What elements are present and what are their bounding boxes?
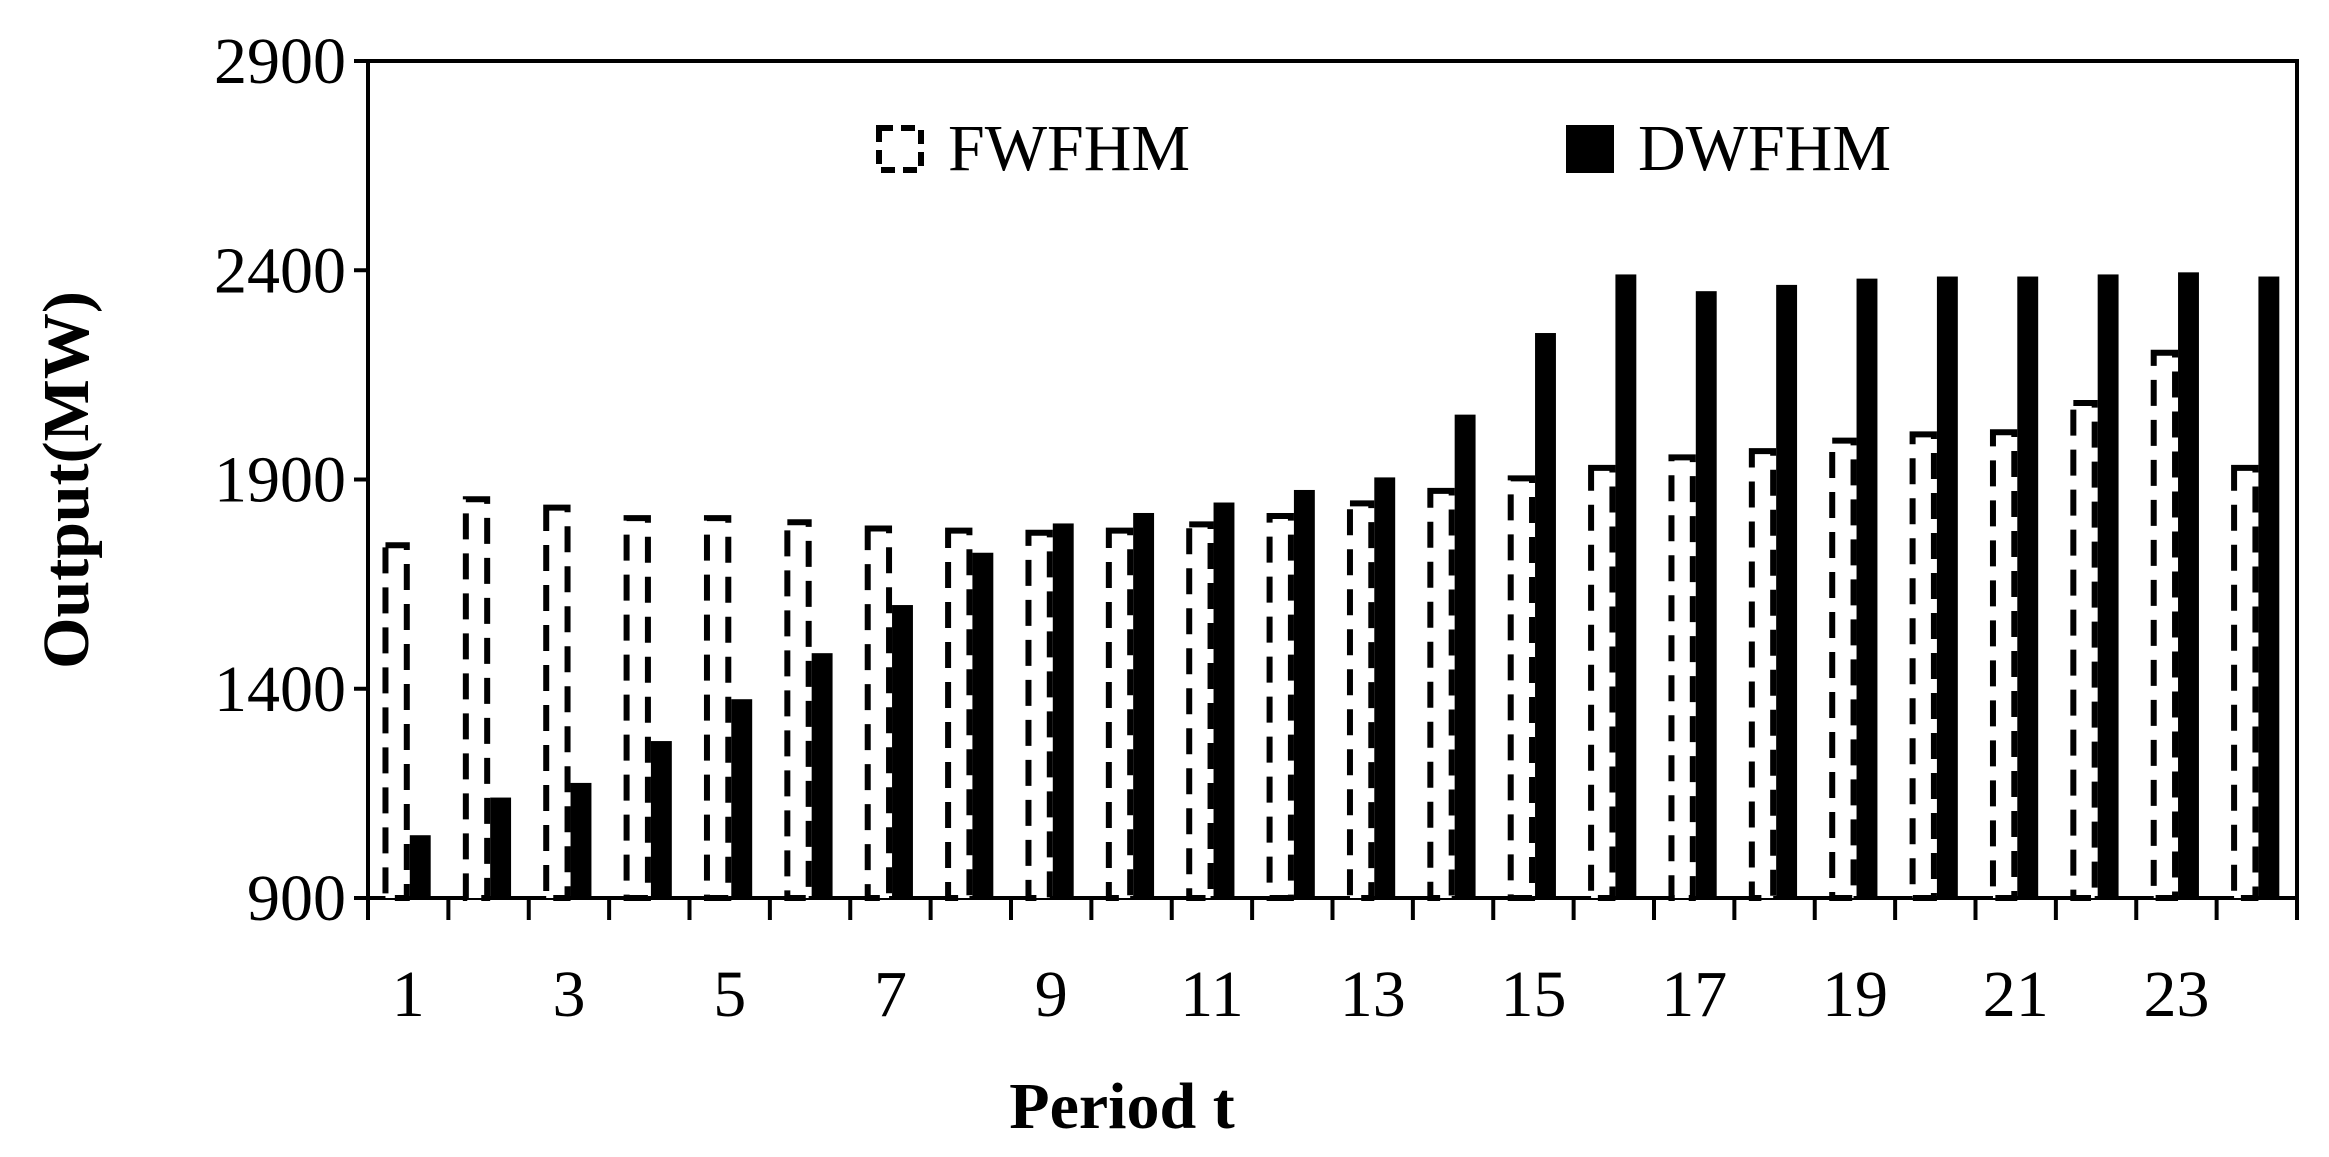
x-tick-label: 21 [1983, 958, 2049, 1031]
legend-label: FWFHM [948, 112, 1190, 185]
bar [623, 515, 651, 901]
bar [382, 542, 410, 902]
x-tick-label: 13 [1340, 958, 1406, 1031]
bar [1936, 276, 1958, 899]
y-tick-label: 2900 [214, 25, 346, 98]
y-tick-label: 1900 [214, 444, 346, 517]
bar [1535, 333, 1556, 898]
bar [543, 504, 571, 901]
bar [2258, 276, 2280, 899]
x-tick-label: 3 [552, 958, 585, 1031]
bar [2150, 349, 2179, 901]
bar [1025, 529, 1053, 901]
bar [945, 527, 973, 901]
bar [1856, 278, 1878, 898]
bar [1989, 429, 2018, 901]
bar [570, 782, 592, 898]
bar [1507, 475, 1536, 901]
bar [1588, 464, 1616, 901]
bar [409, 835, 431, 898]
bar [1052, 523, 1074, 898]
bar [1133, 512, 1155, 898]
x-tick-label: 1 [392, 958, 425, 1031]
bar [1427, 487, 1455, 901]
bar [1615, 274, 1637, 898]
bar [1776, 284, 1798, 899]
bar [1668, 454, 1696, 901]
bar [1454, 414, 1476, 898]
y-tick-label: 2400 [214, 234, 346, 307]
bar [784, 519, 812, 901]
y-tick-label: 900 [247, 862, 346, 935]
x-tick-label: 9 [1035, 958, 1068, 1031]
bar [1105, 527, 1134, 901]
legend-label: DWFHM [1638, 112, 1891, 185]
x-tick-label: 17 [1661, 958, 1727, 1031]
bar [1829, 437, 1857, 901]
bar [1748, 448, 1777, 901]
bar [731, 699, 753, 898]
bar [2231, 464, 2259, 901]
legend-swatch [876, 125, 924, 173]
x-axis-label: Period t [1009, 1070, 1234, 1143]
bar [1213, 502, 1235, 898]
bar [1909, 431, 1937, 901]
bar [1374, 477, 1396, 898]
bar [1266, 512, 1294, 901]
bar [462, 496, 491, 901]
x-tick-label: 19 [1822, 958, 1888, 1031]
bar [972, 552, 994, 898]
bar [892, 605, 913, 898]
bar [1346, 500, 1375, 901]
bar [811, 653, 833, 898]
bar [490, 797, 512, 898]
legend-swatch [1566, 125, 1614, 173]
bar [2070, 399, 2098, 901]
x-tick-label: 7 [874, 958, 907, 1031]
bar [650, 741, 672, 898]
x-tick-label: 5 [713, 958, 746, 1031]
bar [2178, 272, 2199, 898]
bar [1186, 521, 1214, 901]
x-tick-label: 15 [1500, 958, 1566, 1031]
bar [1293, 489, 1315, 898]
bar [2017, 276, 2039, 899]
y-axis-label: Output(MW) [30, 291, 103, 669]
x-tick-label: 11 [1180, 958, 1244, 1031]
bar [2097, 274, 2119, 898]
y-tick-label: 1400 [214, 653, 346, 726]
bar [1695, 291, 1717, 898]
bar [864, 525, 893, 901]
bar [703, 515, 732, 901]
x-tick-label: 23 [2143, 958, 2209, 1031]
